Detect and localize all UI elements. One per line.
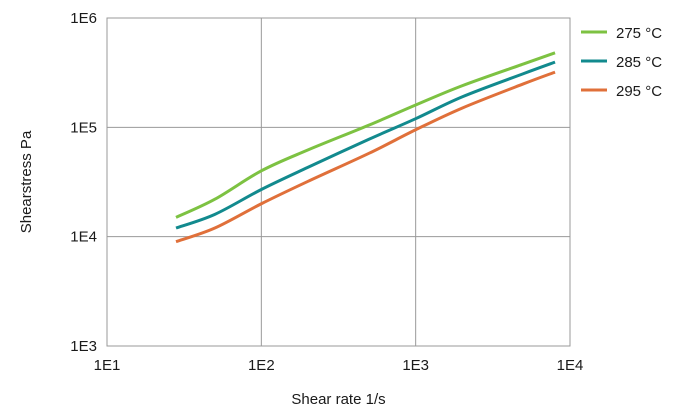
series-line-3 bbox=[175, 70, 556, 244]
y-tick-label: 1E4 bbox=[70, 229, 97, 246]
y-tick-label: 1E6 bbox=[70, 10, 97, 27]
legend-label: 275 °C bbox=[616, 25, 662, 42]
x-tick-label: 1E1 bbox=[94, 357, 121, 374]
y-axis-title: Shearstress Pa bbox=[18, 130, 35, 233]
series-line-2 bbox=[175, 60, 556, 230]
y-tick-label: 1E3 bbox=[70, 338, 97, 355]
x-tick-label: 1E4 bbox=[557, 357, 584, 374]
plot-area bbox=[106, 17, 571, 347]
x-tick-label: 1E3 bbox=[402, 357, 429, 374]
x-tick-label: 1E2 bbox=[248, 357, 275, 374]
series-layer bbox=[175, 51, 556, 244]
y-tick-label: 1E5 bbox=[70, 119, 97, 136]
legend-label: 295 °C bbox=[616, 83, 662, 100]
series-line-1 bbox=[175, 51, 556, 219]
x-axis-title: Shear rate 1/s bbox=[291, 391, 385, 408]
grid bbox=[106, 17, 571, 347]
legend: 275 °C 285 °C 295 °C bbox=[581, 25, 662, 100]
tick-labels: 1E1 1E2 1E3 1E4 1E3 1E4 1E5 1E6 bbox=[70, 10, 583, 374]
legend-label: 285 °C bbox=[616, 54, 662, 71]
